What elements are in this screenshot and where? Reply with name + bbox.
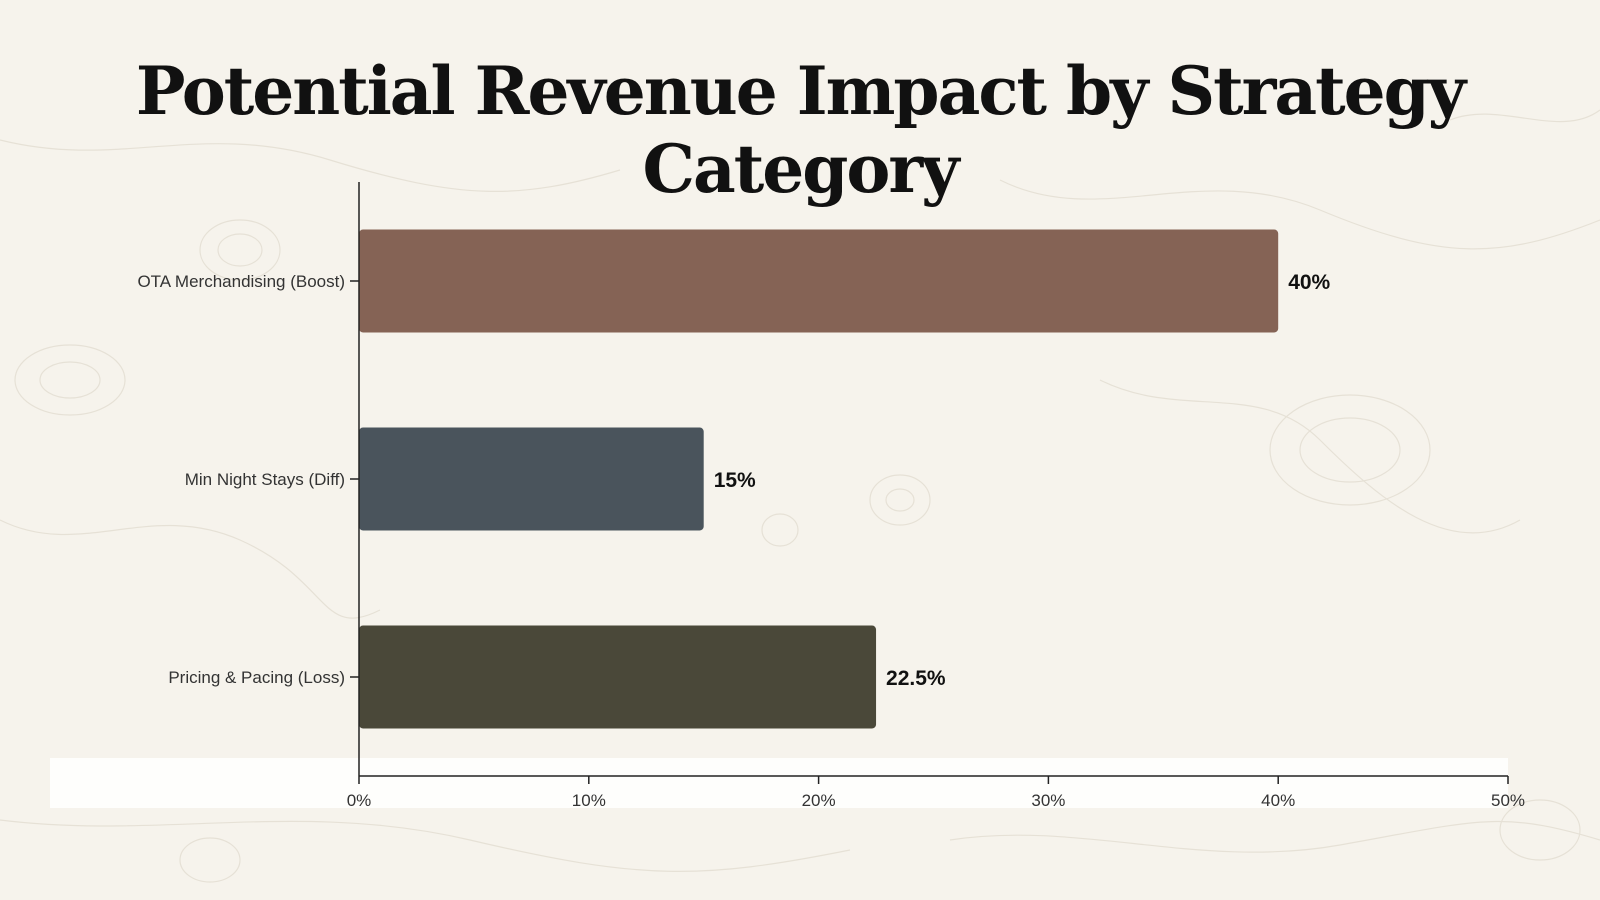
bar-2 [359,427,704,531]
x-tick-label-5: 40% [1261,791,1295,810]
x-tick-label-2: 10% [572,791,606,810]
category-label-2: Min Night Stays (Diff) [185,470,345,489]
data-label-1: 40% [1288,271,1330,294]
bar-1 [359,229,1279,333]
chart-title: Potential Revenue Impact by Strategy Cat… [135,52,1466,208]
data-label-2: 15% [714,469,756,492]
category-label-3: Pricing & Pacing (Loss) [168,668,345,687]
bar-3 [359,625,877,729]
data-label-3: 22.5% [886,667,946,690]
axis-band [50,758,1508,808]
x-tick-label-3: 20% [802,791,836,810]
x-tick-label-4: 30% [1031,791,1065,810]
x-tick-label-6: 50% [1491,791,1525,810]
x-tick-label-1: 0% [347,791,372,810]
category-label-1: OTA Merchandising (Boost) [137,272,345,291]
